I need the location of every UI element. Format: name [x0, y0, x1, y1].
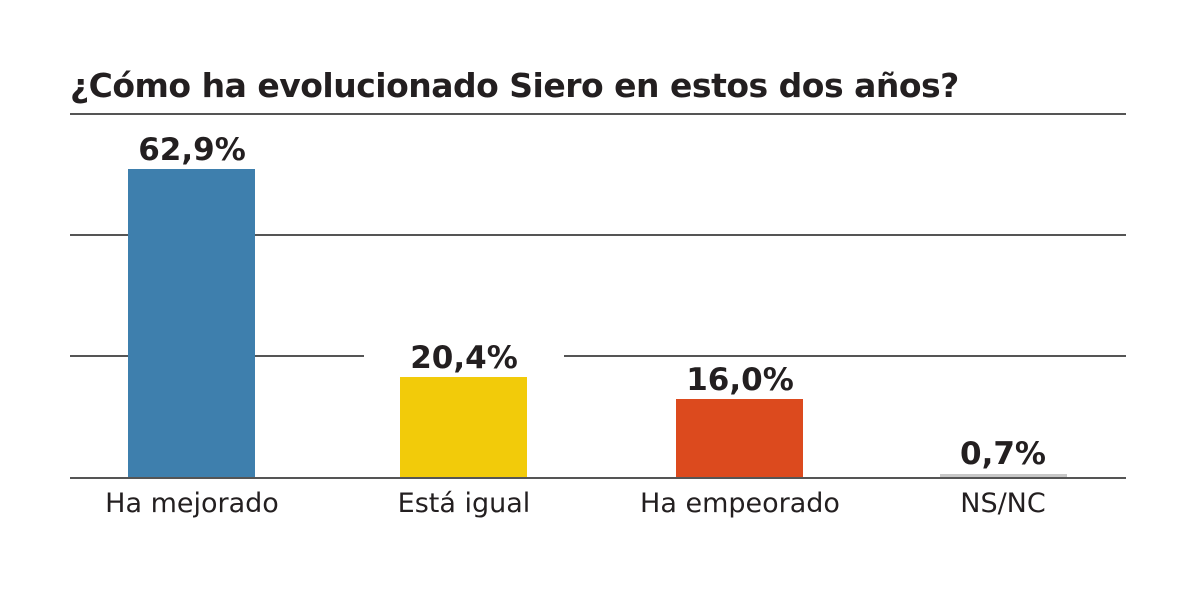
gridline-50 [70, 234, 1126, 236]
category-label-3: NS/NC [960, 488, 1046, 519]
gridline-25 [70, 355, 1126, 357]
bar-1 [400, 377, 527, 477]
bar-0 [128, 169, 255, 477]
category-label-0: Ha mejorado [105, 488, 279, 519]
value-label-3: 0,7% [903, 436, 1103, 472]
bar-2 [676, 398, 803, 477]
category-label-2: Ha empeorado [640, 488, 840, 519]
gridline-top [70, 113, 1126, 115]
category-label-1: Está igual [397, 488, 531, 519]
bar-3 [940, 473, 1067, 477]
chart-title: ¿Cómo ha evolucionado Siero en estos dos… [70, 66, 959, 105]
value-label-1: 20,4% [364, 340, 564, 376]
baseline [70, 477, 1126, 479]
value-label-0: 62,9% [92, 132, 292, 168]
value-label-2: 16,0% [640, 362, 840, 398]
